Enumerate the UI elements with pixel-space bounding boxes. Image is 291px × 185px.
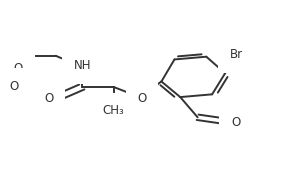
Text: O: O bbox=[137, 92, 147, 105]
Text: CH₃: CH₃ bbox=[103, 104, 125, 117]
Text: O: O bbox=[13, 62, 23, 75]
Text: O: O bbox=[9, 80, 18, 92]
Text: O: O bbox=[45, 92, 54, 105]
Text: NH: NH bbox=[74, 59, 91, 72]
Text: O: O bbox=[231, 116, 240, 129]
Text: Br: Br bbox=[230, 48, 243, 61]
